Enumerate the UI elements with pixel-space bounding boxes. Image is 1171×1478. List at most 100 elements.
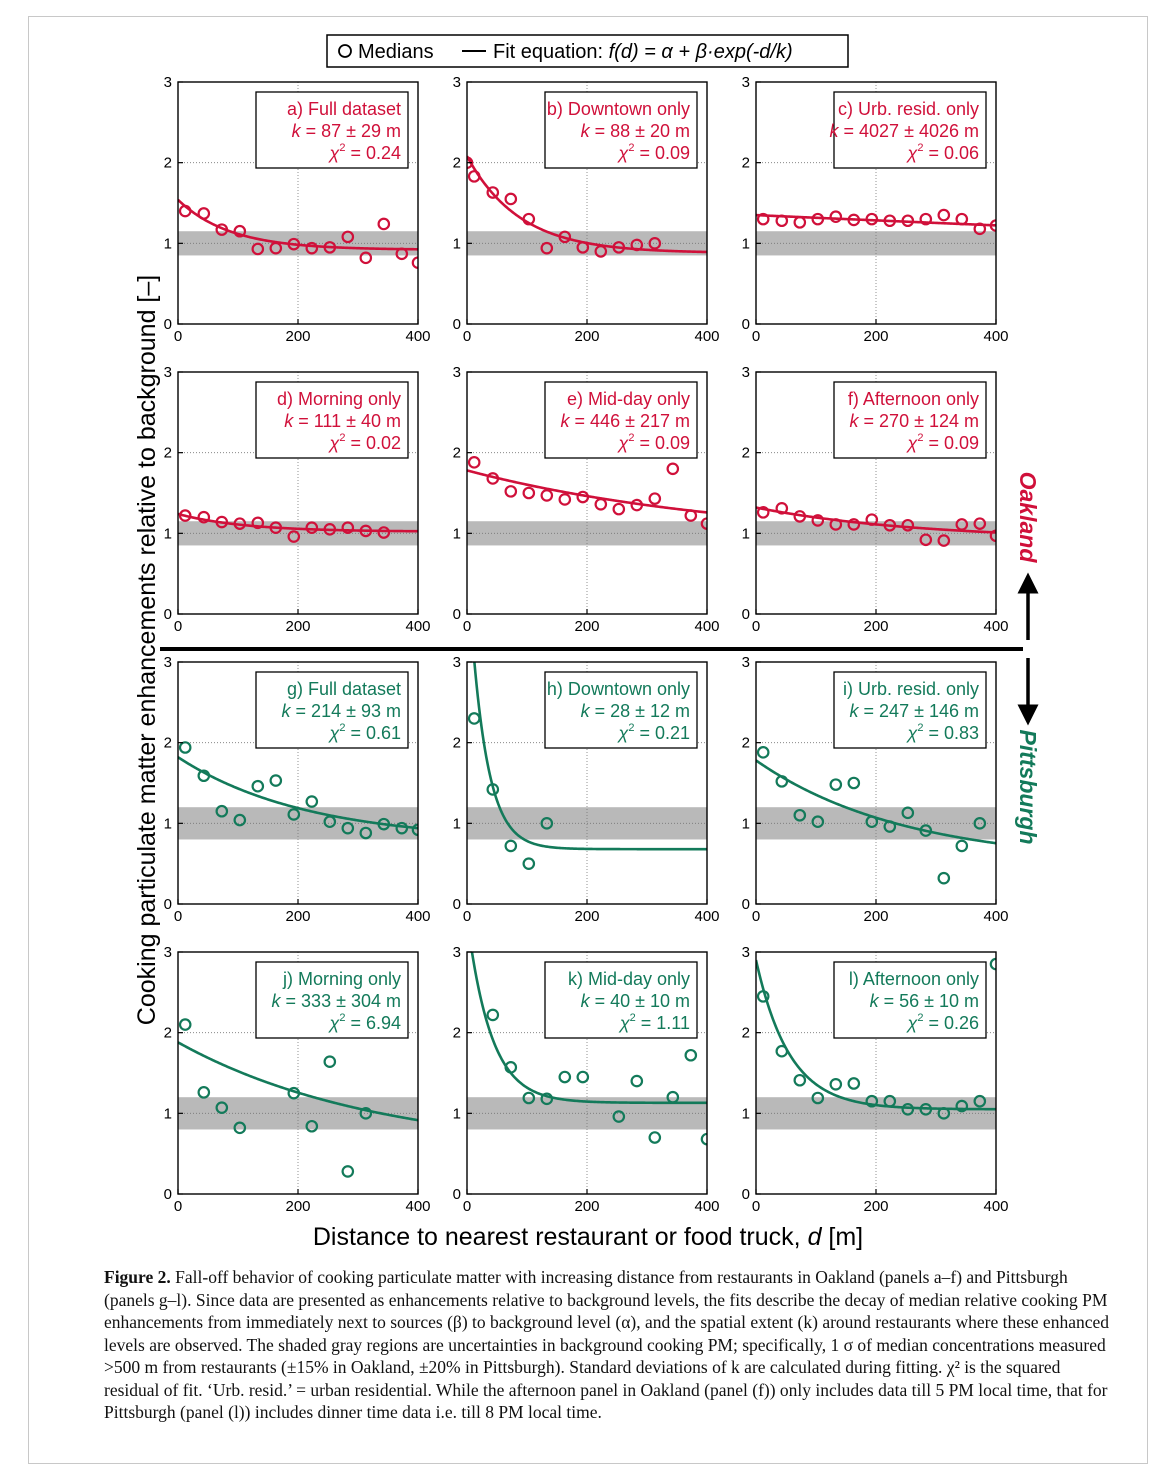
median-point xyxy=(937,1107,951,1120)
panel-chi2-value: χ2 = 1.11 xyxy=(618,1012,690,1033)
median-point xyxy=(323,241,337,254)
x-tick-label: 400 xyxy=(405,1198,430,1215)
panel-chi2-value: χ2 = 0.24 xyxy=(328,142,402,163)
annotation-box xyxy=(544,91,698,169)
median-point xyxy=(504,192,518,206)
x-tick-label: 0 xyxy=(752,328,760,345)
median-point xyxy=(558,230,572,244)
median-point xyxy=(973,222,987,236)
median-point xyxy=(197,207,211,220)
panel-title: d) Morning only xyxy=(277,389,401,409)
panel-k-value: k = 111 ± 40 m xyxy=(284,411,401,431)
x-tick-label: 200 xyxy=(863,908,888,925)
median-point xyxy=(630,498,644,512)
median-point xyxy=(756,506,770,519)
median-point xyxy=(901,806,915,820)
median-point xyxy=(540,817,554,830)
median-point xyxy=(269,774,283,787)
y-tick-label: 2 xyxy=(742,1025,750,1042)
y-tick-label: 0 xyxy=(742,1186,750,1203)
median-point xyxy=(233,1121,247,1135)
median-point xyxy=(883,820,897,833)
median-point xyxy=(341,521,355,534)
median-point xyxy=(684,509,698,522)
median-point xyxy=(486,186,500,199)
median-point xyxy=(847,776,861,790)
x-tick-label: 200 xyxy=(863,618,888,635)
y-tick-label: 3 xyxy=(164,364,172,381)
median-point xyxy=(594,245,608,258)
median-point xyxy=(576,490,590,504)
median-point xyxy=(612,241,626,254)
x-tick-label: 0 xyxy=(174,908,182,925)
annotation-box xyxy=(544,961,698,1039)
y-tick-label: 0 xyxy=(742,896,750,913)
x-axis-title: Distance to nearest restaurant or food t… xyxy=(313,1223,863,1251)
median-point xyxy=(269,521,283,534)
y-tick-label: 1 xyxy=(164,525,172,542)
y-tick-label: 0 xyxy=(453,896,461,913)
y-tick-label: 3 xyxy=(164,74,172,91)
panel-title: l) Afternoon only xyxy=(849,969,979,989)
median-point xyxy=(973,1094,987,1108)
annotation-box xyxy=(833,671,987,749)
median-point xyxy=(865,513,879,526)
y-axis-title: Cooking particulate matter enhancements … xyxy=(133,275,161,1025)
median-point xyxy=(811,815,825,829)
median-point xyxy=(197,510,211,524)
y-tick-label: 2 xyxy=(742,445,750,462)
fit-curve xyxy=(467,469,707,514)
panel-k-value: k = 87 ± 29 m xyxy=(292,121,401,141)
median-point xyxy=(504,1061,518,1074)
x-axis-title-unit: [m] xyxy=(821,1223,863,1251)
median-point xyxy=(395,247,409,261)
panel-chi2-value: χ2 = 0.61 xyxy=(328,722,402,743)
legend: Medians Fit equation: f(d) = α + β·exp(-… xyxy=(326,34,849,68)
median-point xyxy=(793,216,807,229)
x-tick-label: 0 xyxy=(463,328,471,345)
median-point xyxy=(522,1091,536,1105)
panel-chi2-value: χ2 = 0.02 xyxy=(328,432,402,453)
median-point xyxy=(901,214,915,228)
y-tick-label: 3 xyxy=(453,944,461,961)
median-point xyxy=(504,839,518,853)
panel-k-value: k = 214 ± 93 m xyxy=(282,701,401,721)
x-tick-label: 400 xyxy=(983,618,1008,635)
y-tick-label: 0 xyxy=(164,896,172,913)
panel-chi2-value: χ2 = 0.26 xyxy=(906,1012,980,1033)
x-tick-label: 400 xyxy=(983,328,1008,345)
median-point xyxy=(305,795,319,808)
y-tick-label: 3 xyxy=(742,364,750,381)
y-tick-label: 2 xyxy=(742,735,750,752)
median-point xyxy=(612,1110,626,1123)
y-tick-label: 3 xyxy=(453,74,461,91)
median-point xyxy=(522,486,536,500)
x-tick-label: 200 xyxy=(574,618,599,635)
x-axis-title-prefix: Distance to nearest restaurant or food t… xyxy=(313,1223,808,1251)
y-tick-label: 2 xyxy=(164,735,172,752)
x-tick-label: 0 xyxy=(463,908,471,925)
median-point xyxy=(666,1090,680,1104)
y-tick-label: 0 xyxy=(453,1186,461,1203)
x-tick-label: 200 xyxy=(285,618,310,635)
annotation-box xyxy=(255,381,409,459)
median-point xyxy=(215,1101,229,1114)
x-tick-label: 0 xyxy=(463,1198,471,1215)
figure-frame xyxy=(28,16,1148,1464)
median-point xyxy=(811,212,825,226)
legend-medians-label: Medians xyxy=(358,41,434,63)
median-point xyxy=(865,1094,879,1108)
x-tick-label: 200 xyxy=(285,328,310,345)
annotation-box xyxy=(544,671,698,749)
median-point xyxy=(522,212,536,226)
x-tick-label: 200 xyxy=(574,908,599,925)
median-point xyxy=(955,1099,969,1113)
